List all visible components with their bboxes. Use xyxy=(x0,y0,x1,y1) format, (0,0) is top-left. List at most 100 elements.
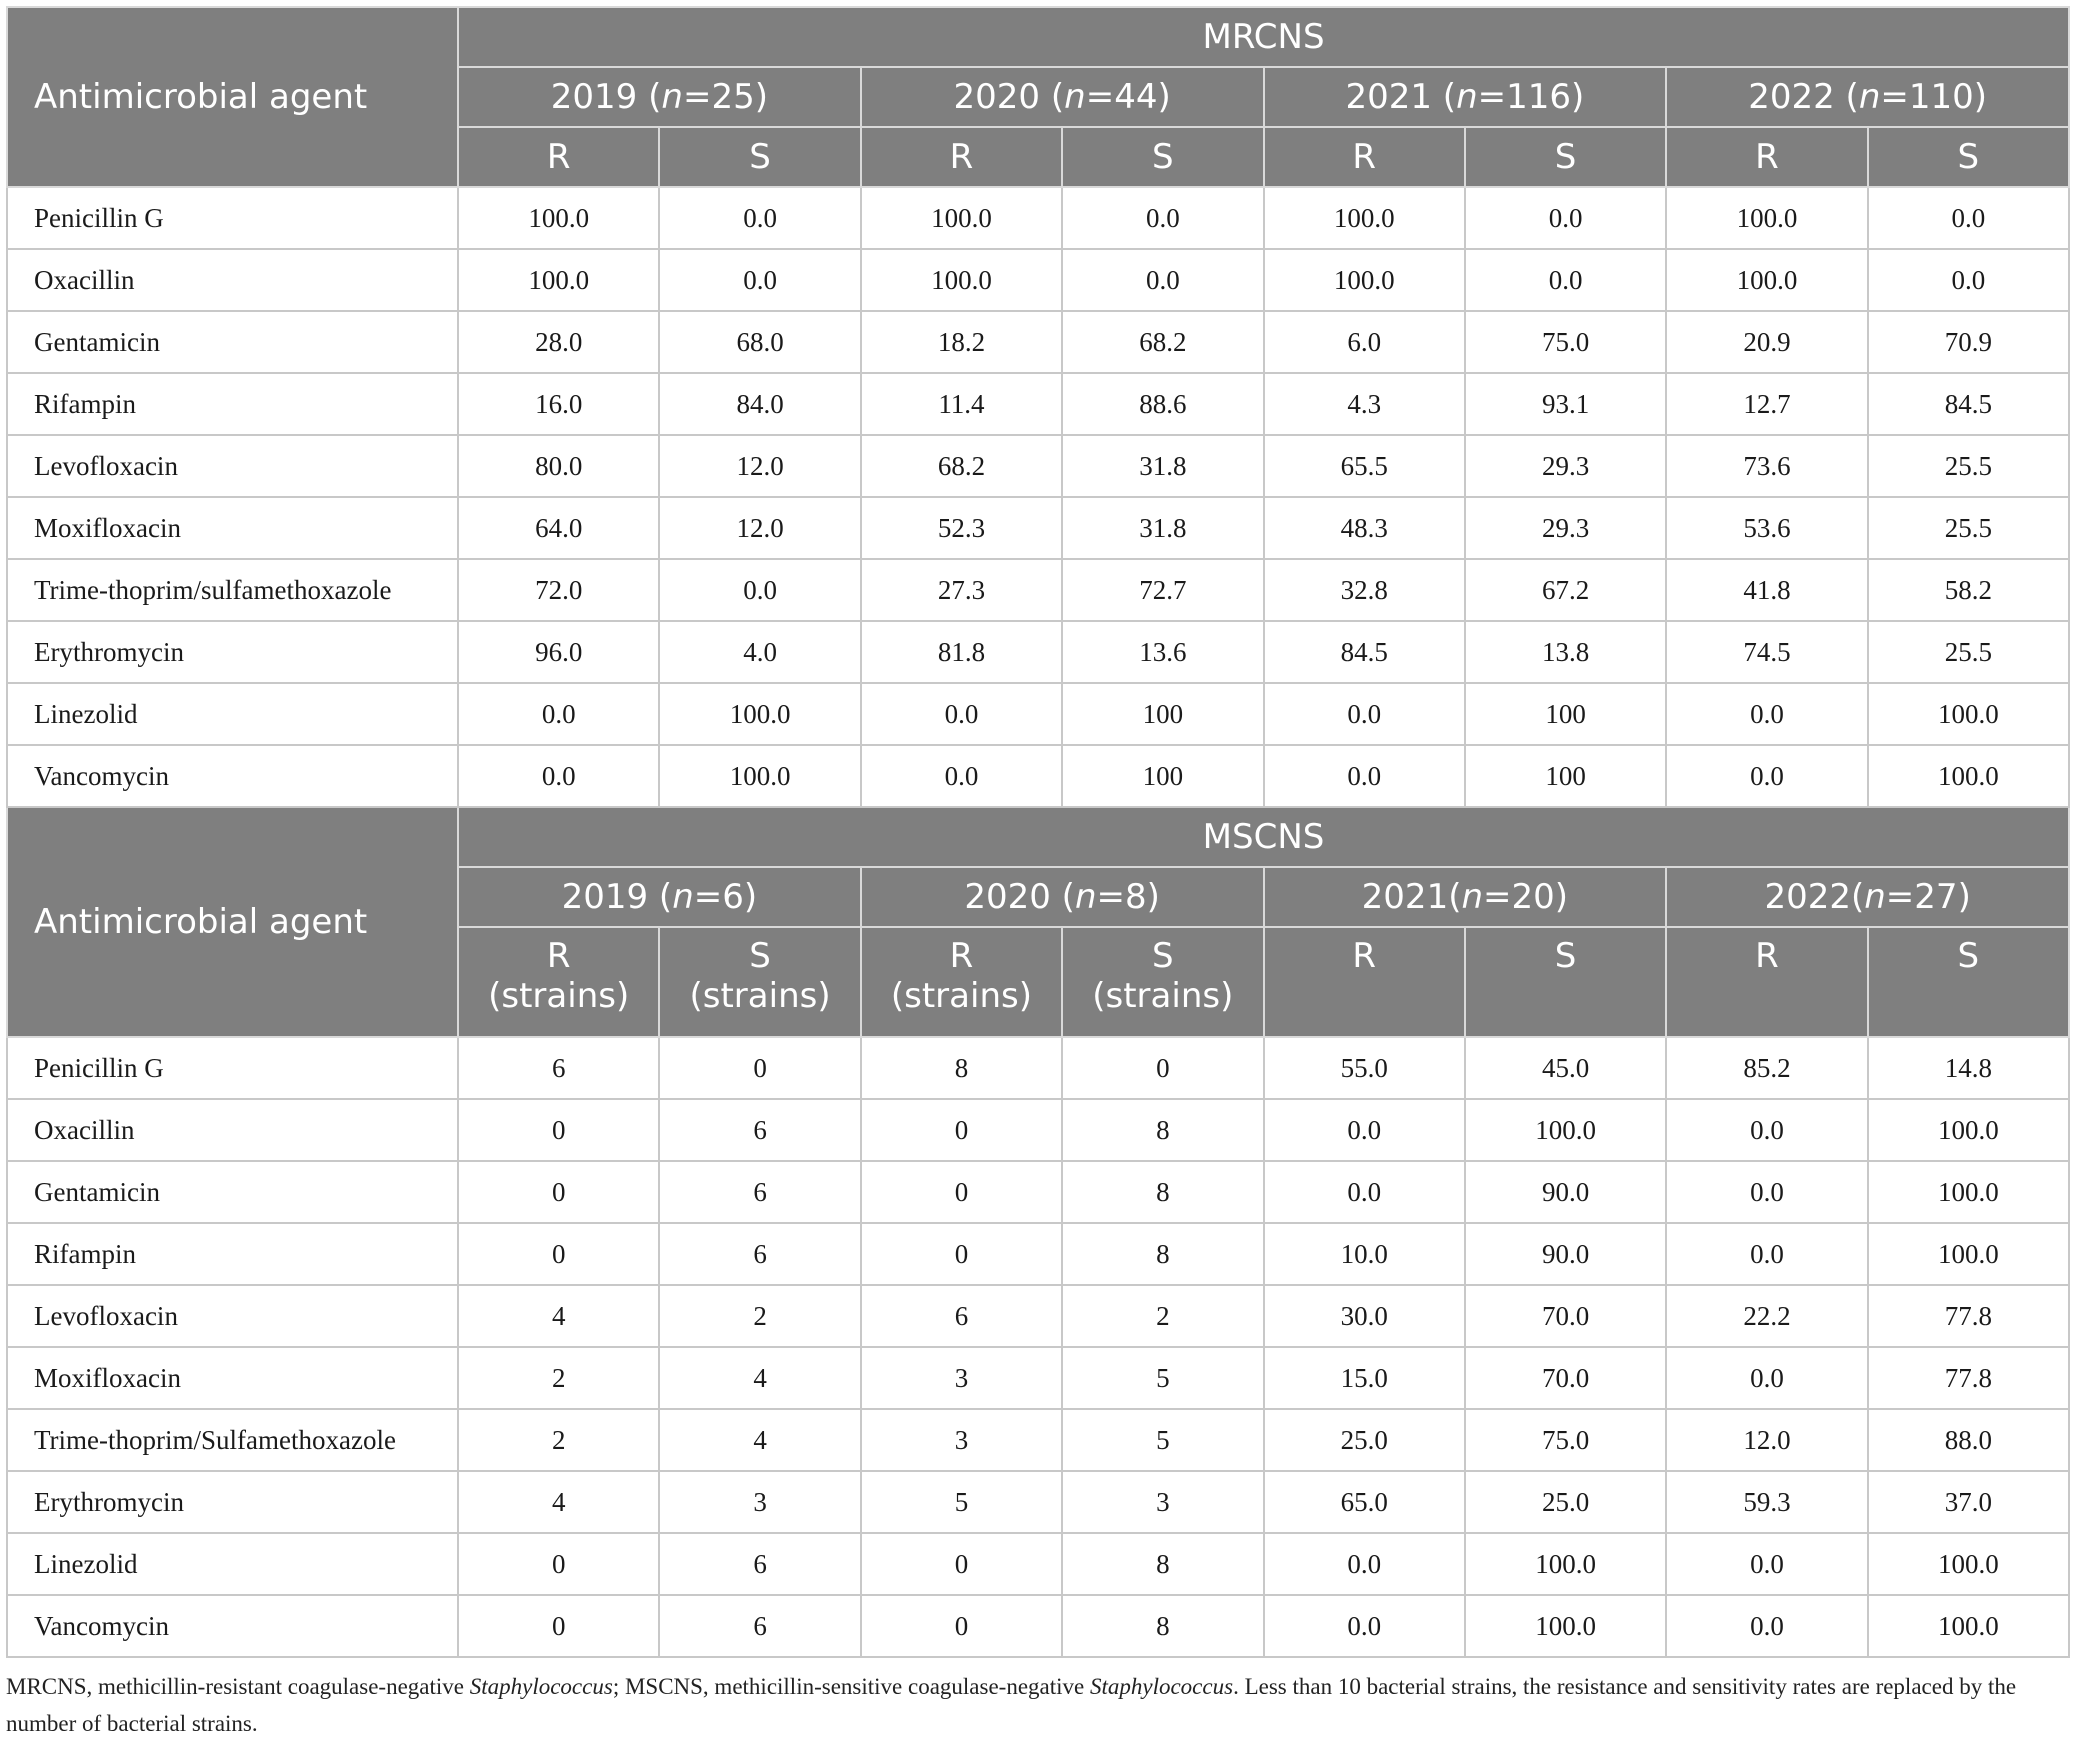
value-cell: 12.0 xyxy=(1665,1408,1869,1472)
table-row: Rifampin 16.0 84.0 11.4 88.6 4.3 93.1 12.7 84.5 xyxy=(6,372,2071,436)
value-cell: 4.3 xyxy=(1262,372,1466,436)
value-cell: 77.8 xyxy=(1866,1346,2071,1410)
agent-name-cell: Vancomycin xyxy=(6,744,459,808)
value-cell: 5 xyxy=(1061,1346,1265,1410)
value-cell: 100.0 xyxy=(456,186,661,250)
agent-name-cell: Rifampin xyxy=(6,1222,459,1286)
value-cell: 2 xyxy=(1061,1284,1265,1348)
year-close-paren: ) xyxy=(1157,77,1171,117)
agent-name-cell: Oxacillin xyxy=(6,248,459,312)
value-cell: 2 xyxy=(456,1346,661,1410)
value-cell: 100.0 xyxy=(1463,1098,1668,1162)
value-cell: 0 xyxy=(859,1160,1064,1224)
n-symbol: n xyxy=(1864,877,1886,917)
header-row-group: Antimicrobial agent MRCNS xyxy=(6,6,2071,188)
value-cell: 0.0 xyxy=(456,682,661,746)
year-header: 2020 (n=44) xyxy=(859,66,1265,128)
table-row: Rifampin 0 6 0 8 10.0 90.0 0.0 100.0 xyxy=(6,1222,2071,1286)
agent-name-cell: Levofloxacin xyxy=(6,1284,459,1348)
value-cell: 5 xyxy=(859,1470,1064,1534)
equals-sign: = xyxy=(682,77,712,117)
table-row: Trime-thoprim/Sulfamethoxazole 2 4 3 5 25.0 75… xyxy=(6,1408,2071,1472)
value-cell: 0.0 xyxy=(1665,1098,1869,1162)
value-cell: 0 xyxy=(456,1594,661,1658)
table-row: Levofloxacin 4 2 6 2 30.0 70.0 22.2 77.8 xyxy=(6,1284,2071,1348)
value-cell: 0 xyxy=(859,1098,1064,1162)
rs-subheader: S (strains) xyxy=(658,926,862,1038)
year-close-paren: ) xyxy=(1571,77,1585,117)
value-cell: 0.0 xyxy=(1262,682,1466,746)
table-row: Vancomycin 0.0 100.0 0.0 100 0.0 100 0.0 100.0 xyxy=(6,744,2071,808)
rs-subheader: R (strains) xyxy=(859,926,1064,1038)
table-row: Oxacillin 100.0 0.0 100.0 0.0 100.0 0.0 100.0 0.… xyxy=(6,248,2071,312)
value-cell: 90.0 xyxy=(1463,1160,1668,1224)
value-cell: 3 xyxy=(859,1346,1064,1410)
n-symbol: n xyxy=(1461,877,1484,917)
value-cell: 8 xyxy=(1061,1222,1265,1286)
rs-subheader: S xyxy=(658,126,862,188)
value-cell: 96.0 xyxy=(456,620,661,684)
year-close-paren: ) xyxy=(1957,877,1971,917)
sample-count: 27 xyxy=(1914,877,1958,917)
value-cell: 67.2 xyxy=(1463,558,1668,622)
value-cell: 4 xyxy=(658,1346,862,1410)
year-label: 2020 xyxy=(964,877,1051,917)
n-symbol: n xyxy=(1064,77,1086,117)
value-cell: 13.6 xyxy=(1061,620,1265,684)
year-label: 2020 xyxy=(953,77,1041,117)
year-close-paren: ) xyxy=(743,877,758,917)
table-row: Penicillin G 100.0 0.0 100.0 0.0 100.0 0.0 100.… xyxy=(6,186,2071,250)
value-cell: 100.0 xyxy=(1262,186,1466,250)
value-cell: 73.6 xyxy=(1665,434,1869,498)
value-cell: 77.8 xyxy=(1866,1284,2071,1348)
value-cell: 4 xyxy=(456,1470,661,1534)
year-open-paren: ( xyxy=(1448,877,1462,917)
year-close-paren: ) xyxy=(1973,77,1988,117)
value-cell: 90.0 xyxy=(1463,1222,1668,1286)
value-cell: 3 xyxy=(658,1470,862,1534)
year-label: 2019 xyxy=(550,77,638,117)
n-symbol: n xyxy=(1074,877,1097,917)
value-cell: 6 xyxy=(658,1160,862,1224)
year-open-paren: ( xyxy=(1431,77,1457,117)
rs-subheader: S xyxy=(1463,926,1668,1038)
value-cell: 100 xyxy=(1061,682,1265,746)
value-cell: 10.0 xyxy=(1262,1222,1466,1286)
rs-subheader: S xyxy=(1061,126,1265,188)
agent-name-cell: Trime-thoprim/sulfamethoxazole xyxy=(6,558,459,622)
value-cell: 100.0 xyxy=(1463,1594,1668,1658)
value-cell: 25.0 xyxy=(1262,1408,1466,1472)
equals-sign: = xyxy=(1483,877,1512,917)
table-row: Penicillin G 6 0 8 0 55.0 45.0 85.2 14.8 xyxy=(6,1036,2071,1100)
value-cell: 100.0 xyxy=(658,744,862,808)
agent-name-cell: Penicillin G xyxy=(6,1036,459,1100)
table-row: Vancomycin 0 6 0 8 0.0 100.0 0.0 100.0 xyxy=(6,1594,2071,1658)
table-footnote: MRCNS, methicillin-resistant coagulase-n… xyxy=(6,1668,2068,1742)
value-cell: 4.0 xyxy=(658,620,862,684)
footnote-text-3: . Less than 10 bacterial strains, the re… xyxy=(6,1674,2017,1736)
value-cell: 6 xyxy=(658,1098,862,1162)
value-cell: 0.0 xyxy=(1665,682,1869,746)
header-row-rs: R (strains) S (strains) R (strains) S (stra… xyxy=(7,926,2071,1038)
year-open-paren: ( xyxy=(1850,877,1865,917)
table-row: Levofloxacin 80.0 12.0 68.2 31.8 65.5 29.3 73.6… xyxy=(6,434,2071,498)
year-label: 2022 xyxy=(1748,77,1835,117)
table-row: Moxifloxacin 64.0 12.0 52.3 31.8 48.3 29.3 53.6… xyxy=(6,496,2071,560)
rs-subheader: R xyxy=(1262,926,1466,1038)
value-cell: 18.2 xyxy=(859,310,1064,374)
value-cell: 100.0 xyxy=(1866,1098,2071,1162)
value-cell: 4 xyxy=(658,1408,862,1472)
equals-sign: = xyxy=(1885,877,1915,917)
value-cell: 84.5 xyxy=(1866,372,2071,436)
sample-count: 20 xyxy=(1511,877,1555,917)
equals-sign: = xyxy=(1477,77,1507,117)
agent-name-cell: Levofloxacin xyxy=(6,434,459,498)
n-symbol: n xyxy=(672,877,694,917)
value-cell: 0.0 xyxy=(1262,744,1466,808)
rs-subheader: R xyxy=(1665,926,1869,1038)
year-label: 2021 xyxy=(1361,877,1449,917)
footnote-italic-1: Staphylococcus xyxy=(469,1674,613,1699)
value-cell: 25.5 xyxy=(1866,496,2071,560)
table-row: Oxacillin 0 6 0 8 0.0 100.0 0.0 100.0 xyxy=(6,1098,2071,1162)
value-cell: 84.0 xyxy=(658,372,862,436)
